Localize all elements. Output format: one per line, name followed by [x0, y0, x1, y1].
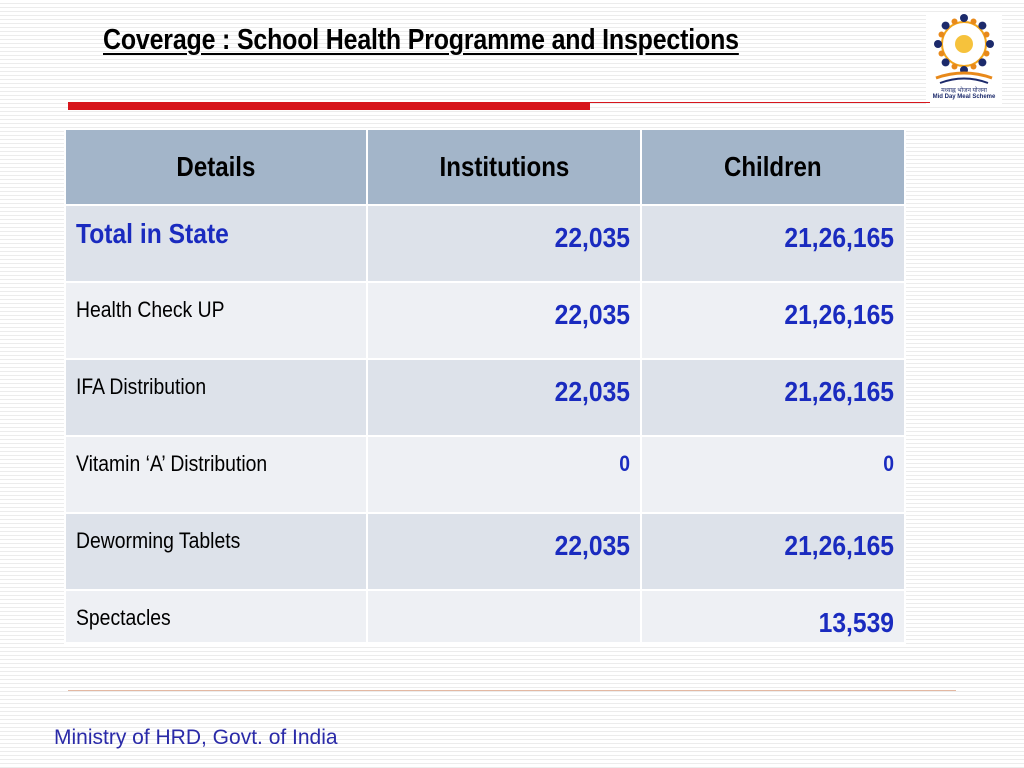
- table-row-vitamin-a-distribution: Vitamin ‘A’ Distribution 0 0: [64, 435, 906, 514]
- slide-title: Coverage : School Health Programme and I…: [103, 24, 739, 56]
- cell-institutions: 0: [619, 451, 630, 476]
- table-row-spectacles: Spectacles 13,539: [64, 589, 906, 644]
- cell-details: IFA Distribution: [76, 374, 207, 399]
- table-row-health-check-up: Health Check UP 22,035 21,26,165: [64, 281, 906, 360]
- cell-details: Vitamin ‘A’ Distribution: [76, 451, 268, 476]
- cell-institutions: 22,035: [554, 530, 630, 561]
- cell-children: 13,539: [818, 607, 894, 638]
- footer-text: Ministry of HRD, Govt. of India: [54, 726, 338, 749]
- header-details: Details: [64, 128, 368, 206]
- cell-details: Total in State: [76, 218, 229, 249]
- cell-children: 21,26,165: [784, 376, 894, 407]
- table-row-ifa-distribution: IFA Distribution 22,035 21,26,165: [64, 358, 906, 437]
- mid-day-meal-logo: मध्याह्न भोजन योजना Mid Day Meal Scheme: [926, 14, 1002, 106]
- cell-institutions: [408, 591, 630, 607]
- cell-children: 21,26,165: [784, 530, 894, 561]
- logo-emblem-icon: [934, 14, 994, 84]
- table-header-row: Details Institutions Children: [64, 128, 906, 206]
- cell-details: Deworming Tablets: [76, 528, 241, 553]
- cell-children: 21,26,165: [784, 222, 894, 253]
- logo-english-text: Mid Day Meal Scheme: [932, 94, 996, 100]
- header-children: Children: [640, 128, 906, 206]
- footer-divider: [68, 690, 956, 691]
- accent-red-bar: [68, 102, 590, 110]
- cell-details: Health Check UP: [76, 297, 225, 322]
- table-row-deworming-tablets: Deworming Tablets 22,035 21,26,165: [64, 512, 906, 591]
- cell-institutions: 22,035: [554, 299, 630, 330]
- cell-details: Spectacles: [76, 605, 171, 630]
- table-row-total-in-state: Total in State 22,035 21,26,165: [64, 204, 906, 283]
- accent-red-line: [590, 102, 930, 103]
- header-institutions: Institutions: [366, 128, 642, 206]
- cell-children: 21,26,165: [784, 299, 894, 330]
- cell-institutions: 22,035: [554, 376, 630, 407]
- coverage-table: Details Institutions Children Total in S…: [64, 128, 906, 644]
- logo-hindi-text: मध्याह्न भोजन योजना: [941, 88, 987, 94]
- cell-institutions: 22,035: [554, 222, 630, 253]
- cell-children: 0: [883, 451, 894, 476]
